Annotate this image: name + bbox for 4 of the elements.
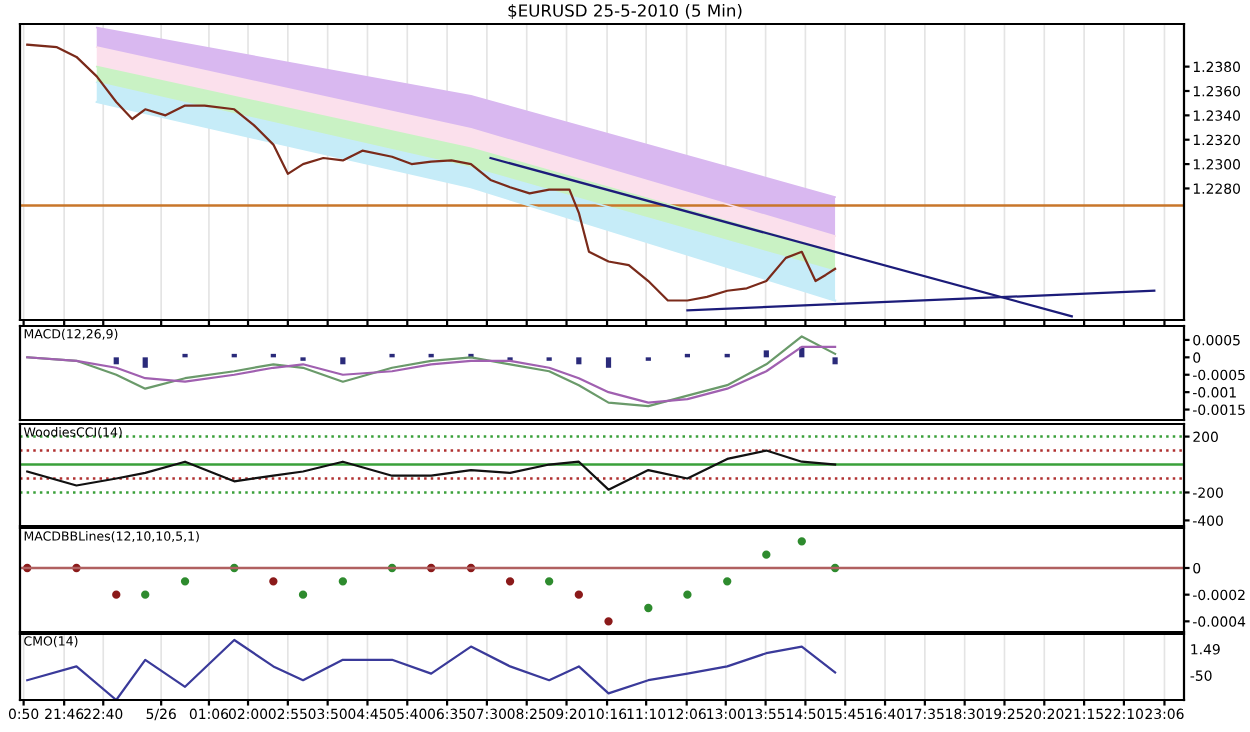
line-series bbox=[26, 345, 837, 404]
chart-title: $EURUSD 25-5-2010 (5 Min) bbox=[508, 3, 742, 20]
line-series bbox=[26, 449, 837, 491]
line-series bbox=[26, 43, 837, 302]
